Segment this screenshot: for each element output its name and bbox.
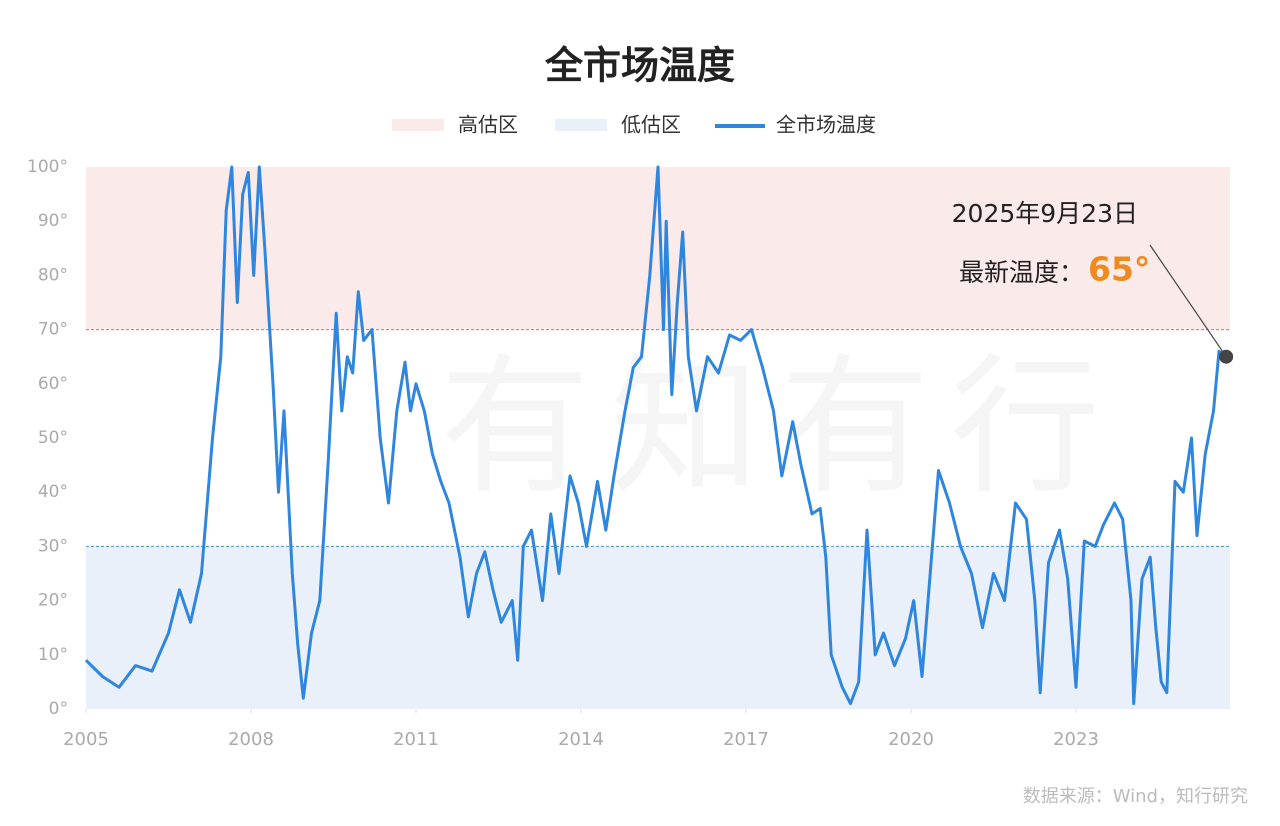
- annotation-value: 65°: [1088, 250, 1150, 289]
- y-tick-label: 90°: [38, 211, 68, 231]
- x-tick-label: 2005: [63, 729, 109, 750]
- latest-point: [1219, 349, 1234, 364]
- legend-label: 全市场温度: [776, 113, 876, 137]
- x-tick-label: 2020: [888, 729, 934, 750]
- annotation-leader: [1149, 244, 1227, 358]
- y-tick-label: 0°: [49, 699, 68, 719]
- x-tick-label: 2008: [228, 729, 274, 750]
- y-tick-label: 30°: [38, 536, 68, 556]
- legend-label: 低估区: [621, 113, 681, 137]
- legend-label: 高估区: [458, 113, 518, 137]
- y-tick-label: 50°: [38, 428, 68, 448]
- annotation-date: 2025年9月23日: [952, 199, 1138, 228]
- chart-title: 全市场温度: [544, 44, 735, 88]
- x-tick-label: 2014: [558, 729, 604, 750]
- source: 数据来源：Wind，知行研究: [1023, 786, 1248, 807]
- legend-swatch: [555, 119, 607, 131]
- x-tick-label: 2023: [1053, 729, 1099, 750]
- legend-swatch: [392, 119, 444, 131]
- watermark: 有知有行: [440, 341, 1120, 515]
- series-line: [84, 165, 1228, 706]
- x-tick-label: 2011: [393, 729, 439, 750]
- y-tick-label: 20°: [38, 591, 68, 611]
- y-tick-label: 10°: [38, 645, 68, 665]
- y-tick-label: 100°: [27, 157, 68, 177]
- annotation-label: 最新温度：: [959, 258, 1084, 287]
- x-tick-label: 2017: [723, 729, 769, 750]
- zone-band: [86, 546, 1230, 709]
- y-tick-label: 70°: [38, 320, 68, 340]
- y-tick-label: 60°: [38, 374, 68, 394]
- y-tick-label: 40°: [38, 482, 68, 502]
- y-tick-label: 80°: [38, 265, 68, 285]
